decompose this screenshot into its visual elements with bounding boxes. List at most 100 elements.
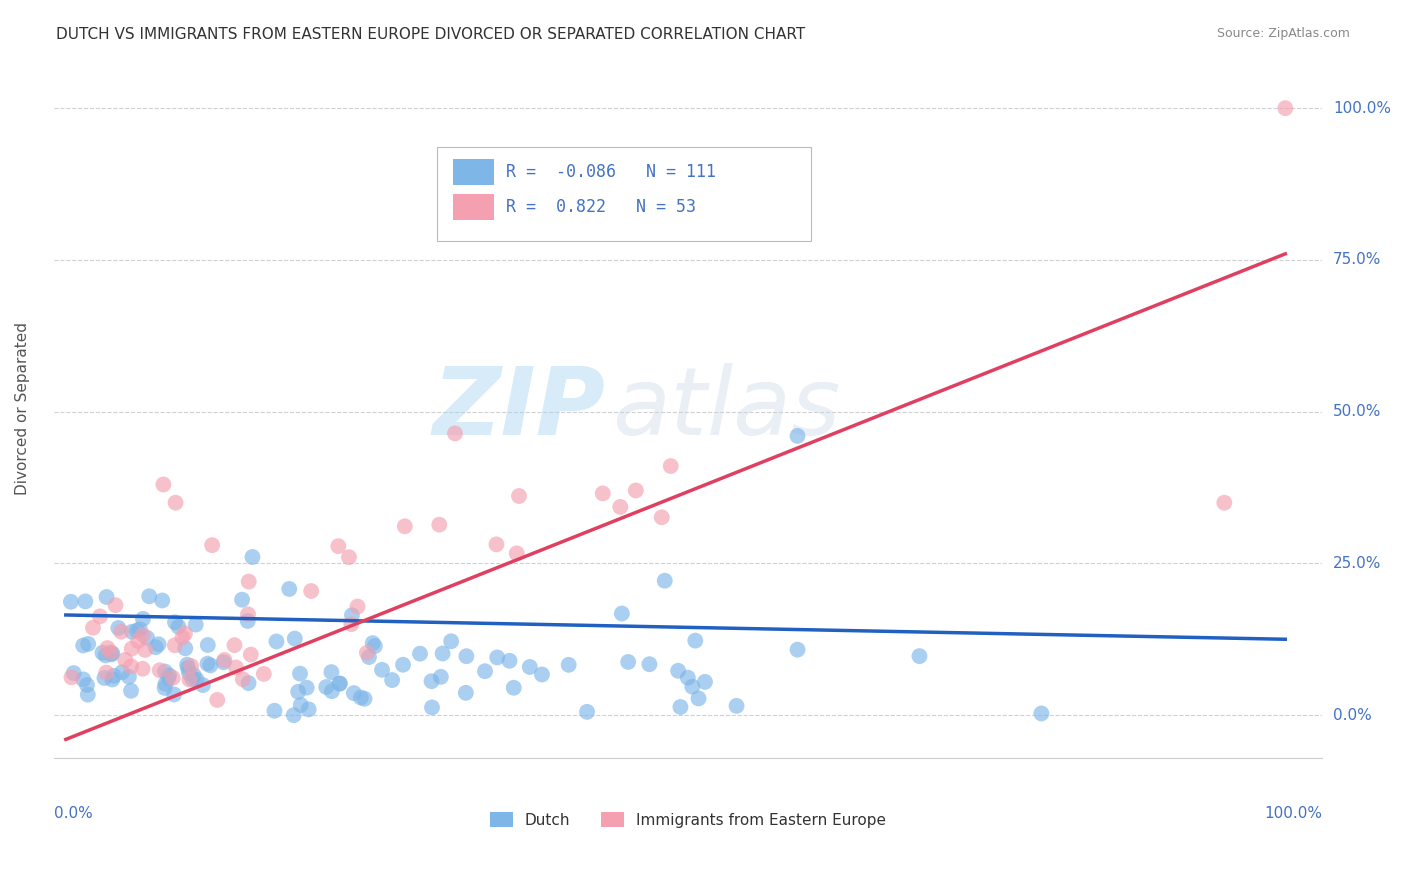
Point [371, 663, 394, 677]
Point [786, 642, 808, 657]
Text: DUTCH VS IMMIGRANTS FROM EASTERN EUROPE DIVORCED OR SEPARATED CORRELATION CHART: DUTCH VS IMMIGRANTS FROM EASTERN EUROPE … [56, 27, 806, 42]
Text: 50.0%: 50.0% [1333, 404, 1381, 419]
Text: R =  -0.086   N = 111: R = -0.086 N = 111 [506, 163, 717, 181]
Point [89, 609, 111, 624]
Point [60, 670, 83, 684]
Point [654, 574, 676, 588]
Point [239, 648, 262, 662]
Point [329, 676, 352, 690]
Point [225, 660, 247, 674]
Point [346, 599, 368, 614]
Point [353, 691, 375, 706]
Point [283, 708, 305, 723]
Text: 100.0%: 100.0% [1264, 806, 1322, 822]
Point [131, 662, 153, 676]
Point [201, 538, 224, 552]
Point [420, 700, 443, 714]
Point [278, 582, 301, 596]
Point [96, 665, 118, 680]
Point [263, 704, 285, 718]
Point [197, 638, 219, 652]
Point [174, 626, 197, 640]
Point [148, 637, 170, 651]
Point [430, 670, 453, 684]
Point [681, 680, 703, 694]
Point [149, 663, 172, 677]
Point [62, 666, 84, 681]
Point [519, 660, 541, 674]
Point [530, 667, 553, 681]
Point [191, 678, 214, 692]
Point [110, 624, 132, 639]
Point [321, 684, 343, 698]
Point [328, 539, 350, 553]
Point [392, 657, 415, 672]
Point [1213, 496, 1236, 510]
Point [502, 681, 524, 695]
Point [427, 517, 450, 532]
Point [107, 621, 129, 635]
Point [321, 665, 343, 679]
Point [167, 620, 190, 634]
Point [180, 659, 202, 673]
Point [174, 641, 197, 656]
Point [72, 673, 94, 687]
Point [163, 638, 186, 652]
Point [688, 691, 710, 706]
Point [315, 680, 337, 694]
Point [59, 595, 82, 609]
Point [328, 676, 350, 690]
Point [485, 537, 508, 551]
Point [486, 650, 509, 665]
Legend: Dutch, Immigrants from Eastern Europe: Dutch, Immigrants from Eastern Europe [484, 805, 891, 834]
Point [200, 658, 222, 673]
Point [77, 637, 100, 651]
Point [288, 666, 311, 681]
Point [253, 667, 276, 681]
Point [409, 647, 432, 661]
Point [145, 640, 167, 655]
Point [183, 668, 205, 682]
Point [179, 673, 201, 687]
Point [236, 614, 259, 628]
Point [96, 640, 118, 655]
Point [474, 664, 496, 678]
Point [659, 458, 682, 473]
Point [172, 631, 194, 645]
Point [91, 646, 114, 660]
Text: 0.0%: 0.0% [53, 806, 93, 822]
Point [136, 631, 159, 645]
Point [177, 666, 200, 681]
Text: Source: ZipAtlas.com: Source: ZipAtlas.com [1216, 27, 1350, 40]
Point [666, 664, 689, 678]
Point [420, 674, 443, 689]
Point [238, 574, 260, 589]
Point [242, 549, 264, 564]
Point [100, 645, 122, 659]
Point [138, 589, 160, 603]
Point [340, 608, 363, 623]
Point [76, 688, 98, 702]
Point [357, 650, 380, 665]
Point [557, 657, 579, 672]
Point [284, 632, 307, 646]
Point [162, 671, 184, 685]
Point [82, 621, 104, 635]
Point [153, 665, 176, 679]
Point [610, 607, 633, 621]
Point [287, 685, 309, 699]
Point [96, 590, 118, 604]
Point [165, 496, 187, 510]
Point [908, 649, 931, 664]
Point [121, 641, 143, 656]
Point [152, 477, 174, 491]
Point [364, 639, 387, 653]
Point [609, 500, 631, 514]
Point [693, 674, 716, 689]
Point [343, 686, 366, 700]
Point [184, 617, 207, 632]
Text: atlas: atlas [612, 363, 839, 454]
Point [125, 624, 148, 638]
Point [1274, 101, 1296, 115]
Point [498, 654, 520, 668]
